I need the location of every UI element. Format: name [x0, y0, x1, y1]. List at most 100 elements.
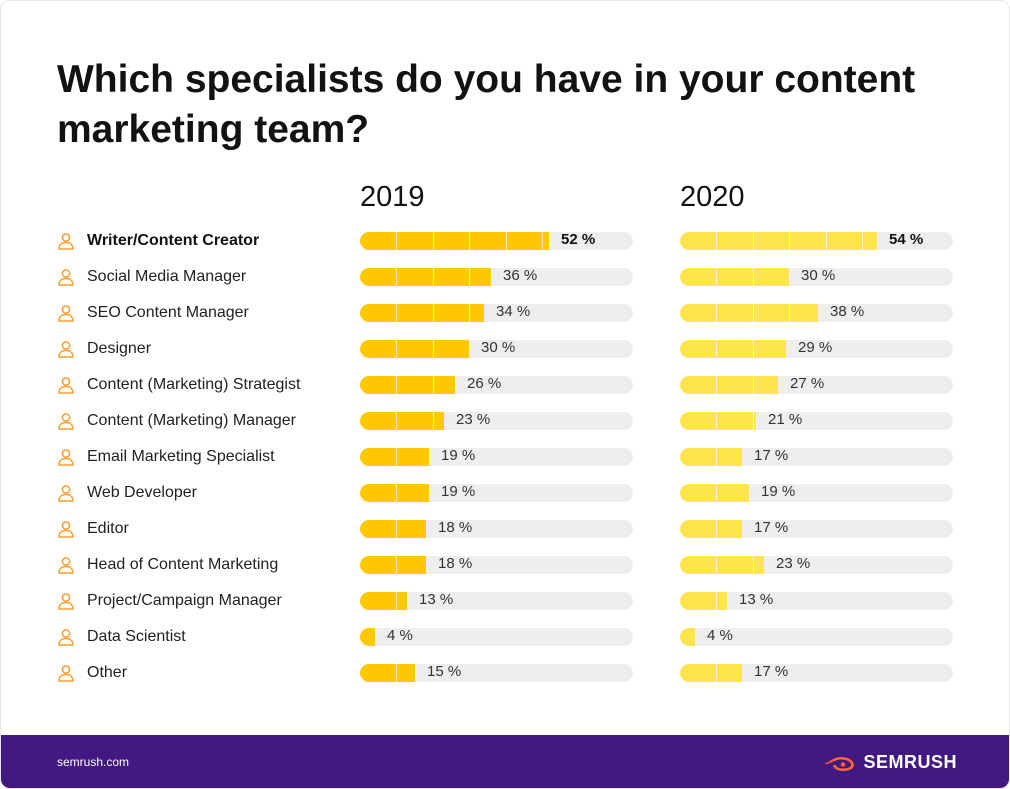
bar-segment-divider [716, 304, 717, 322]
category-label: Project/Campaign Manager [57, 591, 282, 611]
bar-track [680, 412, 953, 430]
value-label-2019: 18 % [438, 519, 473, 536]
series-heading-2020: 2020 [680, 181, 745, 213]
value-label-2020: 29 % [798, 339, 833, 356]
value-label-2019: 13 % [419, 591, 454, 608]
category-label: Web Developer [57, 483, 197, 503]
bar-track [680, 268, 953, 286]
category-label-text: Project/Campaign Manager [87, 592, 282, 609]
person-icon [58, 665, 74, 682]
bar-segment-divider [753, 268, 754, 286]
bar-2019 [360, 664, 415, 682]
bar-track [360, 520, 633, 538]
person-icon [58, 305, 74, 322]
bar-track [360, 592, 633, 610]
person-icon [58, 269, 74, 286]
bar-segment-divider [716, 412, 717, 430]
value-label-2020: 27 % [790, 375, 825, 392]
bar-2019 [360, 376, 455, 394]
person-icon [58, 233, 74, 250]
bar-track [360, 664, 633, 682]
bar-2020 [680, 412, 756, 430]
bar-segment-divider [753, 304, 754, 322]
bar-track [680, 592, 953, 610]
value-label-2020: 17 % [754, 447, 789, 464]
category-label-text: SEO Content Manager [87, 304, 249, 321]
bar-segment-divider [433, 268, 434, 286]
category-label: Writer/Content Creator [57, 231, 259, 251]
footer-bar: semrush.com SEMRUSH [1, 735, 1009, 788]
bar-segment-divider [862, 232, 863, 250]
category-label-text: Social Media Manager [87, 268, 247, 285]
bar-track [360, 304, 633, 322]
value-label-2020: 17 % [754, 519, 789, 536]
bar-segment-divider [716, 592, 717, 610]
bar-track [680, 556, 953, 574]
bar-2019 [360, 304, 484, 322]
value-label-2020: 17 % [754, 663, 789, 680]
category-label-text: Web Developer [87, 484, 197, 501]
bar-track [680, 448, 953, 466]
bar-track [360, 340, 633, 358]
category-label: Head of Content Marketing [57, 555, 278, 575]
bar-2019 [360, 448, 429, 466]
chart-title: Which specialists do you have in your co… [57, 58, 916, 151]
value-label-2020: 19 % [761, 483, 796, 500]
bar-2020 [680, 664, 742, 682]
value-label-2019: 26 % [467, 375, 502, 392]
person-icon [58, 413, 74, 430]
semrush-link[interactable]: semrush.com [57, 755, 130, 769]
bar-track [360, 556, 633, 574]
bar-segment-divider [396, 232, 397, 250]
value-label-2019: 15 % [427, 663, 462, 680]
bar-segment-divider [716, 448, 717, 466]
bar-2020 [680, 484, 749, 502]
person-icon [58, 629, 74, 646]
value-label-2019: 30 % [481, 339, 516, 356]
bar-segment-divider [469, 304, 470, 322]
value-label-2019: 19 % [441, 447, 476, 464]
bar-segment-divider [433, 340, 434, 358]
bar-2020 [680, 448, 742, 466]
bar-2020 [680, 520, 742, 538]
value-label-2020: 54 % [889, 231, 924, 248]
bar-2019 [360, 592, 407, 610]
value-label-2019: 34 % [496, 303, 531, 320]
bar-segment-divider [789, 304, 790, 322]
series-heading-2019: 2019 [360, 181, 425, 213]
bar-2019 [360, 628, 375, 646]
bar-segment-divider [396, 376, 397, 394]
bar-2020 [680, 628, 695, 646]
bar-segment-divider [753, 556, 754, 574]
bar-segment-divider [716, 520, 717, 538]
bar-2020 [680, 232, 877, 250]
person-icon [58, 485, 74, 502]
bar-track [360, 628, 633, 646]
category-label: Designer [57, 339, 151, 359]
bar-2020 [680, 592, 727, 610]
bar-segment-divider [753, 340, 754, 358]
bar-segment-divider [433, 412, 434, 430]
bar-segment-divider [753, 232, 754, 250]
category-label-text: Other [87, 664, 128, 681]
bar-track [360, 376, 633, 394]
bar-segment-divider [716, 232, 717, 250]
bar-2019 [360, 340, 469, 358]
category-label-text: Email Marketing Specialist [87, 448, 275, 465]
bar-segment-divider [433, 304, 434, 322]
bar-track [680, 628, 953, 646]
bar-segment-divider [753, 376, 754, 394]
bar-track [360, 268, 633, 286]
category-label: Editor [57, 519, 129, 539]
bar-segment-divider [433, 376, 434, 394]
semrush-logo-text: SEMRUSH [863, 752, 957, 772]
value-label-2019: 4 % [387, 627, 413, 644]
category-label-text: Writer/Content Creator [87, 232, 260, 249]
bar-segment-divider [469, 268, 470, 286]
bar-segment-divider [469, 232, 470, 250]
bar-track [680, 304, 953, 322]
value-label-2019: 23 % [456, 411, 491, 428]
bar-segment-divider [789, 232, 790, 250]
category-label-text: Content (Marketing) Manager [87, 412, 296, 429]
category-label: Content (Marketing) Manager [57, 411, 296, 431]
